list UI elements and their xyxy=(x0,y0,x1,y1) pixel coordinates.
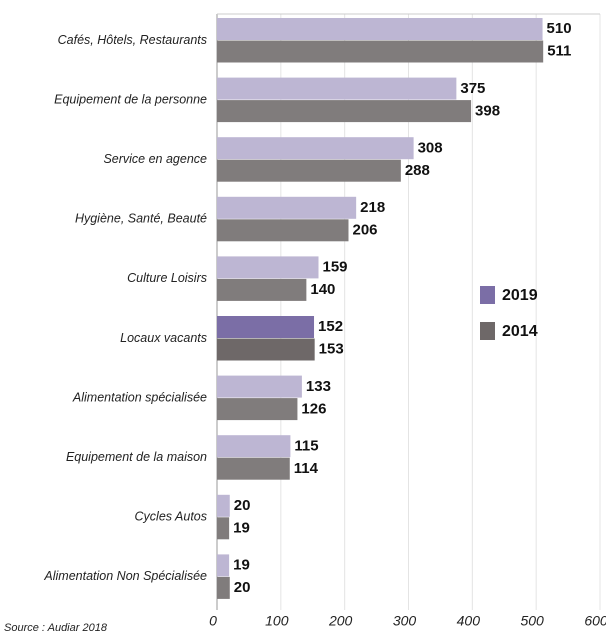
value-label: 159 xyxy=(322,259,347,276)
bar xyxy=(217,219,349,242)
category-label: Alimentation Non Spécialisée xyxy=(43,569,207,583)
bar xyxy=(217,554,230,577)
value-label: 375 xyxy=(460,80,485,97)
category-label: Equipement de la maison xyxy=(66,450,207,464)
value-label: 126 xyxy=(301,400,326,417)
bar xyxy=(217,40,544,63)
bar xyxy=(217,159,401,182)
value-label: 206 xyxy=(352,222,377,239)
bar xyxy=(217,576,230,599)
x-tick-label: 100 xyxy=(265,613,289,629)
bar xyxy=(217,494,230,517)
legend-label: 2019 xyxy=(502,287,538,304)
value-label: 153 xyxy=(319,341,344,358)
bar xyxy=(217,316,315,338)
bar xyxy=(217,435,291,458)
bar xyxy=(217,457,290,480)
bar xyxy=(217,196,357,219)
value-label: 19 xyxy=(233,520,250,537)
category-label: Cafés, Hôtels, Restaurants xyxy=(58,33,207,47)
category-label: Hygiène, Santé, Beauté xyxy=(75,212,207,226)
category-label: Service en agence xyxy=(103,152,207,166)
bar xyxy=(217,256,319,279)
source: Source : Audiar 2018 xyxy=(4,622,108,633)
bar xyxy=(217,278,307,301)
category-label: Cycles Autos xyxy=(135,510,207,524)
value-label: 140 xyxy=(310,281,335,298)
x-tick-label: 600 xyxy=(584,613,606,629)
value-label: 288 xyxy=(405,162,430,179)
value-label: 218 xyxy=(360,199,385,216)
value-label: 133 xyxy=(306,378,331,395)
x-tick-label: 200 xyxy=(328,613,353,629)
legend-swatch xyxy=(480,286,495,304)
legend-swatch xyxy=(480,322,495,340)
bar xyxy=(217,137,414,160)
bar xyxy=(217,77,457,100)
value-label: 20 xyxy=(234,579,251,596)
value-label: 115 xyxy=(294,437,318,454)
category-label: Culture Loisirs xyxy=(127,271,207,285)
value-label: 19 xyxy=(233,557,250,574)
x-tick-label: 500 xyxy=(520,613,544,629)
value-label: 114 xyxy=(294,460,319,477)
category-label: Locaux vacants xyxy=(120,331,207,345)
category-label: Equipement de la personne xyxy=(54,92,207,106)
x-tick-label: 400 xyxy=(457,613,481,629)
bar xyxy=(217,100,472,123)
bar xyxy=(217,18,543,40)
x-tick-label: 0 xyxy=(209,613,217,629)
value-label: 510 xyxy=(547,20,572,37)
value-label: 152 xyxy=(318,318,343,335)
bar xyxy=(217,375,302,398)
value-label: 511 xyxy=(547,43,571,60)
bar xyxy=(217,398,298,421)
category-label: Alimentation spécialisée xyxy=(72,390,207,404)
value-label: 398 xyxy=(475,102,500,119)
legend-label: 2014 xyxy=(502,323,538,340)
bar xyxy=(217,517,230,540)
x-tick-label: 300 xyxy=(393,613,417,629)
value-label: 308 xyxy=(418,139,443,156)
value-label: 20 xyxy=(234,497,251,514)
bar xyxy=(217,338,315,361)
